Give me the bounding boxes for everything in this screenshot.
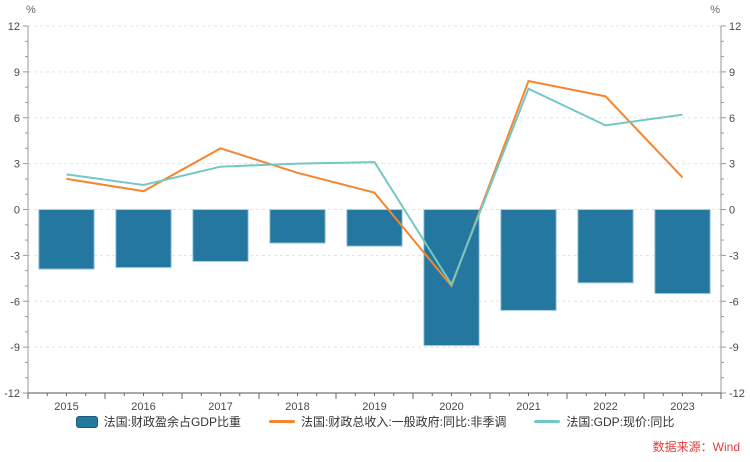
y-axis-unit-right: %: [710, 4, 720, 16]
svg-text:-9: -9: [729, 342, 739, 354]
legend-item-fiscal-revenue: 法国:财政总收入:一般政府:同比:非季调: [268, 413, 507, 430]
svg-text:9: 9: [729, 67, 735, 79]
svg-text:2019: 2019: [362, 401, 386, 412]
legend-label-gdp-yoy: 法国:GDP:现价:同比: [566, 415, 675, 429]
svg-text:6: 6: [14, 113, 20, 125]
svg-text:12: 12: [8, 21, 20, 33]
svg-text:2022: 2022: [593, 401, 617, 412]
legend-bar-swatch-icon: [75, 415, 98, 428]
svg-text:-12: -12: [4, 388, 20, 400]
svg-text:3: 3: [14, 159, 20, 171]
data-source-label: 数据来源：Wind: [652, 440, 740, 454]
legend-label-fiscal-balance: 法国:财政盈余占GDP比重: [103, 415, 241, 429]
svg-text:-3: -3: [10, 250, 20, 262]
legend-item-fiscal-balance: 法国:财政盈余占GDP比重: [75, 413, 241, 430]
legend-line-swatch-icon: [268, 420, 295, 423]
chart-canvas: -12 -12 -9 -9 -6 -6 -3 -3 0 0 3 3 6 6 9 9 12 12 2015 2016 20…: [4, 21, 745, 412]
svg-text:0: 0: [14, 205, 20, 217]
svg-text:12: 12: [729, 21, 741, 33]
svg-text:-9: -9: [10, 342, 20, 354]
svg-text:-6: -6: [729, 296, 739, 308]
svg-text:2021: 2021: [516, 401, 540, 412]
svg-text:2017: 2017: [208, 401, 232, 412]
svg-text:9: 9: [14, 67, 20, 79]
svg-text:2020: 2020: [439, 401, 463, 412]
svg-text:3: 3: [729, 159, 735, 171]
y-axis-unit-left: %: [26, 4, 36, 16]
svg-text:-12: -12: [729, 388, 745, 400]
svg-text:2023: 2023: [670, 401, 694, 412]
svg-text:-3: -3: [729, 250, 739, 262]
svg-text:0: 0: [729, 205, 735, 217]
svg-text:2018: 2018: [285, 401, 309, 412]
svg-text:6: 6: [729, 113, 735, 125]
legend-line-swatch-icon: [534, 420, 561, 423]
svg-text:2016: 2016: [131, 401, 155, 412]
svg-text:2015: 2015: [54, 401, 78, 412]
svg-text:-6: -6: [10, 296, 20, 308]
legend-item-gdp-yoy: 法国:GDP:现价:同比: [534, 413, 674, 430]
legend-label-fiscal-revenue: 法国:财政总收入:一般政府:同比:非季调: [300, 415, 507, 429]
chart-legend: 法国:财政盈余占GDP比重 法国:财政总收入:一般政府:同比:非季调 法国:GD…: [0, 413, 750, 430]
